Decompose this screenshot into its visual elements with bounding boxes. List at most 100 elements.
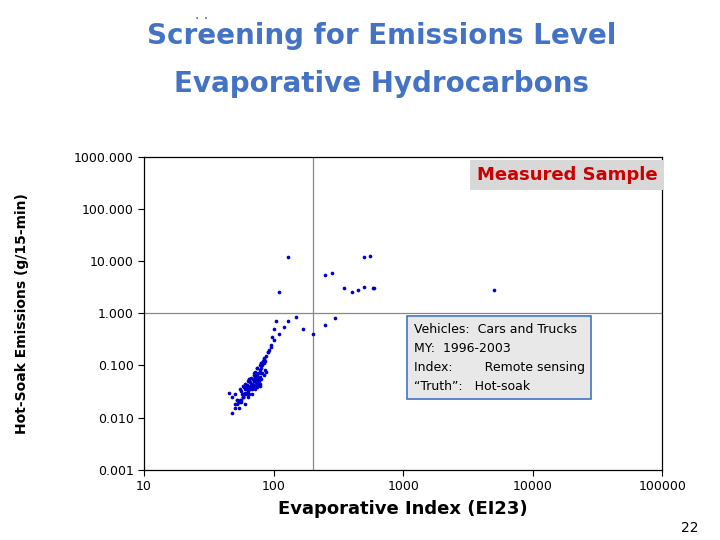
Point <box>256 359 267 368</box>
Point <box>265 342 276 351</box>
Point <box>263 346 274 354</box>
Point <box>320 320 331 329</box>
Point <box>366 284 378 293</box>
Text: Measured Sample: Measured Sample <box>477 166 657 184</box>
Point <box>254 361 266 370</box>
Point <box>265 340 276 349</box>
Point <box>243 393 254 401</box>
Text: Hot-Soak Emissions (g/15-min): Hot-Soak Emissions (g/15-min) <box>14 193 29 434</box>
Point <box>227 393 238 401</box>
Point <box>245 377 256 386</box>
Point <box>235 395 247 404</box>
Point <box>249 373 261 381</box>
Point <box>239 388 251 397</box>
X-axis label: Evaporative Index (EI23): Evaporative Index (EI23) <box>279 500 528 518</box>
Point <box>223 388 235 397</box>
Point <box>252 383 264 391</box>
Point <box>369 284 380 293</box>
Point <box>247 375 258 383</box>
Point <box>258 355 270 364</box>
Point <box>239 382 251 390</box>
Point <box>259 366 271 375</box>
Point <box>297 325 309 333</box>
Point <box>271 317 282 326</box>
Point <box>346 288 357 297</box>
Point <box>239 379 251 388</box>
Point <box>227 409 238 418</box>
Point <box>239 400 251 409</box>
Point <box>258 354 270 362</box>
Point <box>262 348 274 356</box>
Point <box>353 286 364 294</box>
Point <box>307 329 318 338</box>
Point <box>256 363 267 372</box>
Point <box>325 268 337 277</box>
Point <box>248 383 260 391</box>
Point <box>359 253 370 261</box>
Point <box>261 368 272 376</box>
Point <box>237 393 248 401</box>
Point <box>256 369 268 378</box>
Point <box>251 377 262 386</box>
Point <box>262 348 274 356</box>
Point <box>249 385 261 394</box>
Point <box>248 371 259 380</box>
Point <box>242 377 253 386</box>
Point <box>256 359 267 368</box>
Point <box>234 385 246 394</box>
Point <box>233 397 245 406</box>
Point <box>241 381 253 389</box>
Point <box>231 395 243 404</box>
Point <box>251 373 262 381</box>
Point <box>229 404 240 413</box>
Point <box>258 359 269 368</box>
Point <box>249 368 261 376</box>
Point <box>241 388 253 397</box>
Point <box>229 400 240 409</box>
Point <box>268 336 279 345</box>
Point <box>243 385 254 394</box>
Text: Screening for Emissions Level: Screening for Emissions Level <box>147 22 616 50</box>
Point <box>246 374 257 382</box>
Point <box>235 397 247 406</box>
Point <box>243 375 255 383</box>
Point <box>246 379 258 388</box>
Point <box>229 390 240 399</box>
Point <box>239 390 251 399</box>
Point <box>243 390 255 399</box>
Point <box>248 377 259 386</box>
Point <box>254 379 266 388</box>
Point <box>249 375 261 383</box>
Point <box>246 385 258 394</box>
Point <box>248 369 259 378</box>
Point <box>256 369 267 378</box>
Point <box>237 382 248 390</box>
Point <box>234 395 246 404</box>
Point <box>249 375 261 383</box>
Point <box>253 375 264 383</box>
Point <box>246 383 258 391</box>
Point <box>330 314 341 322</box>
Point <box>252 371 264 380</box>
Point <box>231 395 243 404</box>
Point <box>236 390 248 399</box>
Point <box>243 375 255 383</box>
Point <box>245 385 256 394</box>
Point <box>237 393 248 401</box>
Point <box>241 388 253 397</box>
Point <box>241 390 253 399</box>
Point <box>246 390 258 399</box>
Point <box>273 288 284 297</box>
Point <box>320 270 331 279</box>
Point <box>488 286 500 294</box>
Point <box>338 284 350 293</box>
Point <box>254 366 266 375</box>
Point <box>283 317 294 326</box>
Text: 22: 22 <box>681 521 698 535</box>
Point <box>359 282 370 291</box>
Point <box>246 381 257 389</box>
Point <box>248 382 259 390</box>
Point <box>252 364 264 373</box>
Point <box>237 390 248 399</box>
Point <box>233 404 245 413</box>
